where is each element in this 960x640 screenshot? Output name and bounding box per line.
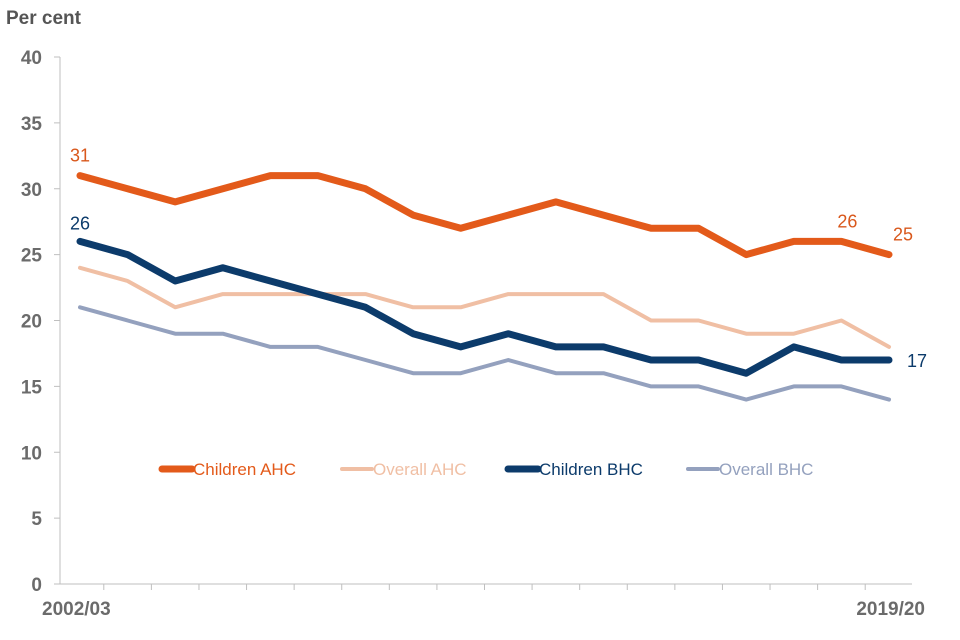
series-line-children-bhc — [76, 237, 893, 377]
y-tick-label: 40 — [21, 48, 42, 69]
data-labels: 31 26 26 25 17 — [70, 146, 927, 371]
x-tick-label-first: 2002/03 — [42, 599, 111, 620]
legend-label: Overall BHC — [719, 460, 813, 479]
y-tick-label: 0 — [31, 575, 42, 596]
y-axis: 0 5 10 15 20 25 30 35 40 — [21, 48, 61, 596]
legend-label: Children BHC — [539, 460, 643, 479]
legend-label: Children AHC — [193, 460, 296, 479]
y-tick-label: 5 — [31, 509, 42, 530]
series-line-overall-ahc — [78, 265, 891, 349]
y-tick-label: 15 — [21, 377, 43, 398]
y-tick-label: 20 — [21, 312, 42, 333]
data-label: 17 — [907, 351, 927, 371]
legend-label: Overall AHC — [373, 460, 467, 479]
series-line-overall-bhc — [78, 305, 891, 402]
y-tick-label: 10 — [21, 443, 42, 464]
data-label: 31 — [70, 146, 90, 166]
y-tick-label: 35 — [21, 114, 43, 135]
y-tick-label: 30 — [21, 180, 42, 201]
data-label: 25 — [893, 225, 913, 245]
data-label: 26 — [70, 213, 90, 233]
series-line-children-ahc — [76, 172, 893, 259]
x-axis: 2002/03 2019/20 — [42, 583, 925, 620]
data-label: 26 — [837, 211, 857, 231]
y-tick-label: 25 — [21, 246, 43, 267]
x-tick-label-last: 2019/20 — [856, 599, 925, 620]
series-lines — [76, 172, 893, 402]
legend: Children AHC Overall AHC Children BHC Overa… — [158, 460, 813, 479]
y-axis-title: Per cent — [6, 8, 82, 29]
